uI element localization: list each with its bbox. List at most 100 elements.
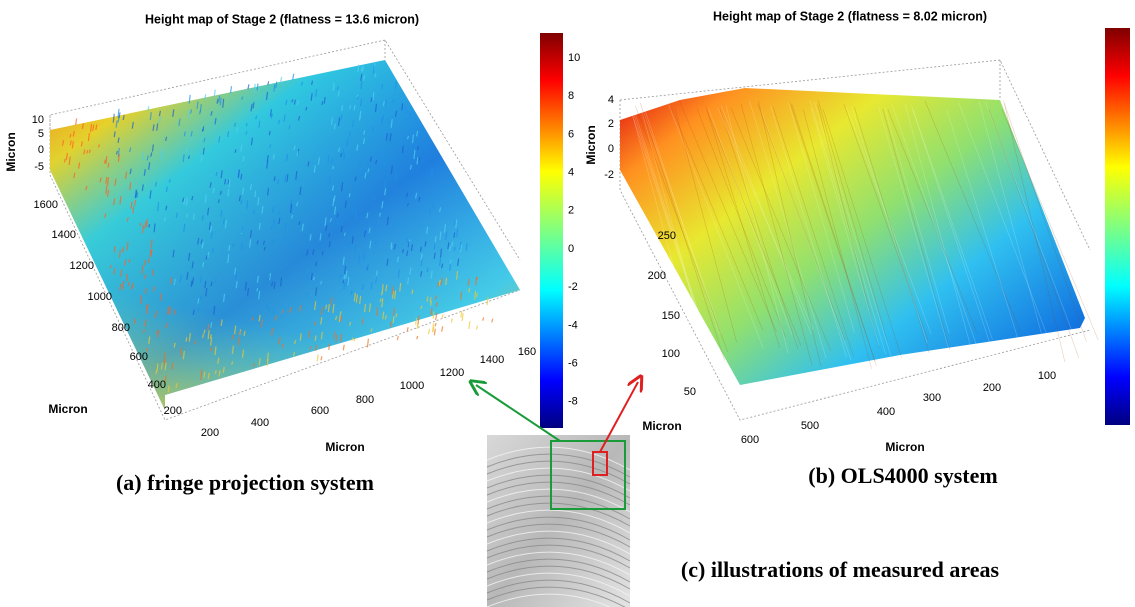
arrow (599, 382, 638, 453)
spike (266, 352, 270, 362)
z-tick-label: -2 (604, 169, 614, 181)
spike (383, 160, 386, 168)
spike (435, 313, 438, 321)
spike (189, 109, 193, 114)
streak (740, 103, 813, 366)
spike (353, 104, 356, 111)
spike (148, 336, 151, 345)
spike (107, 162, 110, 168)
spike (65, 152, 68, 160)
spike (203, 329, 206, 334)
spike (80, 141, 83, 147)
spike (183, 131, 186, 137)
spike (238, 330, 241, 335)
spike (156, 330, 160, 338)
spike (152, 124, 155, 131)
spike (348, 321, 352, 326)
spike (361, 318, 364, 325)
spike (342, 148, 345, 155)
spike (315, 287, 318, 296)
spike (327, 154, 330, 163)
spike (271, 281, 274, 287)
spike (250, 137, 253, 146)
spike (410, 126, 413, 133)
spike (340, 333, 343, 343)
spike (368, 227, 371, 233)
spike (163, 359, 166, 365)
spike (72, 130, 75, 137)
spike (348, 193, 351, 198)
spike (209, 182, 212, 188)
spike (117, 147, 120, 157)
spike (273, 281, 276, 289)
spike (192, 213, 195, 220)
spike (382, 311, 385, 320)
spike (414, 317, 418, 325)
spike (289, 307, 292, 313)
spike (204, 280, 207, 289)
spike (357, 64, 360, 73)
colorbar-tick-label: -8 (568, 396, 578, 408)
spike (315, 261, 318, 267)
spike (429, 208, 432, 216)
spike (207, 207, 210, 216)
spike (201, 241, 204, 249)
spike (413, 150, 416, 159)
spike (344, 265, 347, 275)
spike (126, 217, 129, 222)
x-tick-label: 1000 (400, 380, 424, 392)
spike (321, 101, 324, 106)
spike (266, 188, 270, 196)
spike (185, 337, 188, 342)
spike (139, 222, 142, 227)
spike (144, 287, 148, 294)
x-tick-label: 600 (741, 434, 759, 446)
spike (370, 328, 373, 333)
spike (125, 171, 128, 179)
spike (321, 250, 324, 256)
spike (335, 334, 338, 343)
arc (486, 460, 631, 485)
spike (168, 179, 171, 183)
streak (978, 100, 1042, 334)
spike (420, 305, 423, 310)
spike (385, 284, 388, 292)
spike (85, 185, 88, 191)
spike (406, 327, 409, 332)
spike (475, 276, 478, 281)
spike (249, 239, 252, 248)
spike (371, 126, 375, 131)
spike (279, 277, 283, 287)
y-tick-label: 1000 (88, 291, 112, 303)
colorbar-tick-label: 8 (568, 90, 574, 102)
streak (809, 100, 886, 355)
spike (202, 262, 205, 268)
spike (333, 331, 336, 339)
arc (486, 474, 631, 499)
spike (77, 162, 81, 169)
spike (459, 241, 462, 251)
spike (233, 122, 237, 127)
spike (130, 284, 134, 290)
spike (274, 315, 278, 321)
spike (191, 277, 195, 285)
spike (354, 176, 357, 182)
spike (165, 323, 168, 329)
spike (363, 251, 366, 261)
spike (290, 214, 294, 219)
spike (482, 317, 485, 321)
x-tick-label: 160 (518, 346, 536, 358)
streak (629, 102, 709, 343)
spike (353, 292, 356, 302)
spike (245, 122, 248, 127)
spike (75, 118, 78, 126)
spike (334, 316, 338, 321)
spike (404, 105, 407, 112)
spike (143, 169, 146, 176)
spike (118, 249, 121, 258)
spike (156, 123, 159, 131)
spike (231, 361, 234, 365)
spike (394, 81, 397, 89)
x-label: Micron (325, 440, 364, 454)
spike (381, 162, 385, 169)
